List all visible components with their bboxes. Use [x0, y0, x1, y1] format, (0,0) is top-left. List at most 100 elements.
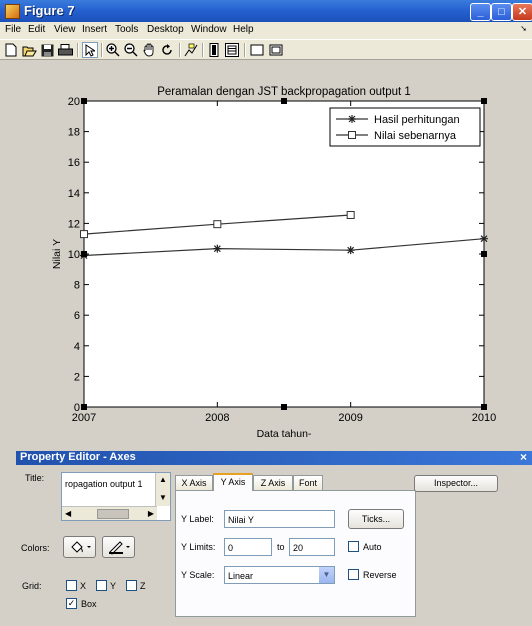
data-point-asterisk[interactable] — [348, 115, 356, 123]
data-point-asterisk[interactable] — [480, 234, 488, 243]
inspector-button[interactable]: Inspector... — [414, 475, 498, 492]
save-icon[interactable] — [39, 42, 55, 58]
tab-x-axis[interactable]: X Axis — [175, 475, 213, 490]
tab-y-axis[interactable]: Y Axis — [213, 473, 253, 491]
x-tick-label: 2007 — [72, 412, 96, 424]
y-tick-label: 18 — [68, 127, 80, 139]
print-icon[interactable] — [57, 42, 73, 58]
tab-z-axis[interactable]: Z Axis — [253, 475, 293, 490]
menu-window[interactable]: Window — [191, 24, 227, 35]
menu-edit[interactable]: Edit — [28, 24, 46, 35]
menu-tools[interactable]: Tools — [115, 24, 139, 35]
scroll-up-icon[interactable]: ▲ — [159, 475, 167, 484]
edit-plot-icon[interactable] — [82, 42, 98, 58]
selection-handle[interactable] — [481, 404, 487, 410]
asterisk-marker — [346, 246, 355, 255]
menu-overflow-icon[interactable]: ➘ — [520, 24, 527, 33]
y-scale-select-value: Linear — [228, 571, 254, 581]
show-plot-tools-icon[interactable] — [268, 42, 284, 58]
y-scale-label: Y Scale: — [181, 570, 215, 580]
scroll-thumb[interactable] — [97, 509, 129, 519]
ticks-button[interactable]: Ticks... — [348, 509, 404, 529]
zoom-in-icon[interactable] — [105, 42, 121, 58]
axes-box[interactable] — [83, 100, 485, 408]
y-limit-min-input[interactable]: 0 — [224, 538, 272, 556]
colorbar-icon[interactable] — [206, 42, 222, 58]
title-h-scrollbar[interactable]: ◀ ▶ — [62, 506, 157, 520]
data-point-square[interactable] — [346, 210, 355, 219]
zoom-out-icon[interactable] — [123, 42, 139, 58]
selection-handle[interactable] — [81, 98, 87, 104]
selection-handle[interactable] — [81, 251, 87, 257]
scroll-right-icon[interactable]: ▶ — [147, 509, 154, 518]
title-textarea[interactable]: ropagation output 1 ▲ ▼ ◀ ▶ — [61, 472, 171, 521]
box-checkbox[interactable]: ✓ — [66, 598, 77, 609]
grid-z-checkbox[interactable] — [126, 580, 137, 591]
box-label: Box — [81, 599, 97, 609]
menu-insert[interactable]: Insert — [82, 24, 108, 35]
y-limit-max-input[interactable]: 20 — [289, 538, 335, 556]
data-cursor-icon[interactable] — [183, 42, 199, 58]
open-file-icon[interactable] — [21, 42, 37, 58]
tab-font[interactable]: Font — [293, 475, 323, 490]
menu-help[interactable]: Help — [233, 24, 254, 35]
asterisk-marker — [213, 244, 222, 253]
selection-handle[interactable] — [481, 251, 487, 257]
minimize-icon[interactable]: _ — [470, 3, 491, 21]
edge-color-button[interactable] — [102, 536, 135, 558]
y-tick-label: 6 — [74, 310, 80, 322]
data-point-asterisk[interactable] — [213, 244, 222, 253]
scroll-left-icon[interactable]: ◀ — [65, 509, 72, 518]
grid-y-checkbox[interactable] — [96, 580, 107, 591]
grid-y-label: Y — [110, 581, 117, 591]
data-point-square[interactable] — [348, 131, 356, 139]
grid-label: Grid: — [22, 581, 42, 591]
legend-entry[interactable]: Nilai sebenarnya — [336, 130, 457, 142]
grid-x-checkbox[interactable] — [66, 580, 77, 591]
y-label-field-label: Y Label: — [181, 514, 214, 524]
auto-limits-checkbox[interactable] — [348, 541, 359, 552]
reverse-label: Reverse — [363, 570, 397, 580]
selection-handle[interactable] — [481, 98, 487, 104]
menu-file[interactable]: File — [5, 24, 22, 35]
rotate-3d-icon[interactable] — [159, 42, 175, 58]
figure-canvas: 0 2 4 6 8 10 12 14 16 18 20 2007 2008 2009 2010 Perama… — [0, 60, 532, 450]
x-axis-label[interactable]: Data tahun- — [257, 428, 312, 440]
scroll-down-icon[interactable]: ▼ — [159, 493, 167, 502]
chart-legend[interactable]: Hasil perhitungan Nilai sebenarnya — [329, 107, 481, 147]
chevron-down-icon[interactable]: ▼ — [319, 567, 334, 583]
y-tick-label: 8 — [74, 280, 80, 292]
y-tick-label: 14 — [68, 188, 80, 200]
y-tick-label: 16 — [68, 157, 80, 169]
close-property-editor-icon[interactable]: × — [519, 450, 527, 464]
reverse-checkbox[interactable] — [348, 569, 359, 580]
y-limits-label: Y Limits: — [181, 542, 216, 552]
window-title-bar: Figure 7 _ □ ✕ — [0, 0, 532, 22]
series-line[interactable] — [83, 238, 485, 257]
hide-plot-tools-icon[interactable] — [249, 42, 265, 58]
y-scale-select[interactable]: Linear ▼ — [224, 566, 335, 584]
data-point-square[interactable] — [213, 220, 222, 229]
fill-color-button[interactable] — [63, 536, 96, 558]
figure-toolbar — [0, 39, 532, 60]
selection-handle[interactable] — [281, 98, 287, 104]
selection-handle[interactable] — [81, 404, 87, 410]
close-icon[interactable]: ✕ — [512, 3, 532, 21]
legend-entry[interactable]: Hasil perhitungan — [336, 114, 460, 126]
menu-view[interactable]: View — [54, 24, 76, 35]
chart-title[interactable]: Peramalan dengan JST backpropagation out… — [157, 86, 411, 98]
axes-selection-handles[interactable] — [81, 98, 487, 410]
new-figure-icon[interactable] — [3, 42, 19, 58]
title-field-label: Title: — [25, 473, 45, 483]
pan-icon[interactable] — [141, 42, 157, 58]
maximize-icon[interactable]: □ — [491, 3, 512, 21]
data-point-square[interactable] — [80, 230, 88, 239]
title-scrollbar[interactable]: ▲ ▼ — [155, 473, 170, 506]
line-chart[interactable]: 0 2 4 6 8 10 12 14 16 18 20 2007 2008 2009 2010 Perama… — [0, 60, 532, 450]
data-point-asterisk[interactable] — [346, 246, 355, 255]
legend-icon[interactable] — [224, 42, 240, 58]
y-label-input[interactable]: Nilai Y — [224, 510, 335, 528]
y-axis-label[interactable]: Nilai Y — [51, 239, 63, 269]
menu-desktop[interactable]: Desktop — [147, 24, 184, 35]
selection-handle[interactable] — [281, 404, 287, 410]
